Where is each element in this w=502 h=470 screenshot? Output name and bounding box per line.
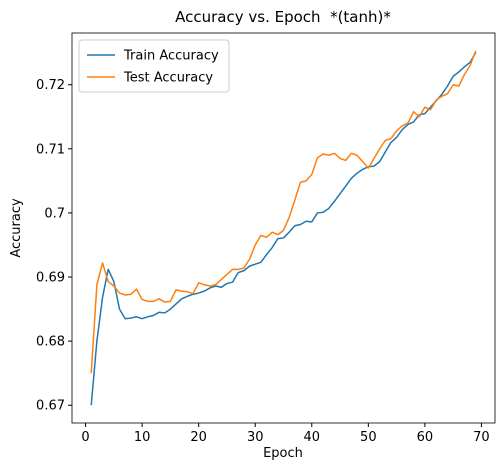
x-tick-label: 20 xyxy=(190,430,207,445)
plot-frame xyxy=(71,32,496,424)
x-tick-label: 30 xyxy=(247,430,264,445)
line-series xyxy=(90,52,477,406)
x-tick-label: 0 xyxy=(81,430,89,445)
x-tick-label: 10 xyxy=(134,430,151,445)
y-tick-label: 0.7 xyxy=(44,206,65,221)
x-axis-label: Epoch xyxy=(263,446,303,461)
x-tick-label: 40 xyxy=(304,430,321,445)
y-tick-label: 0.69 xyxy=(36,271,65,286)
chart-title: Accuracy vs. Epoch *(tanh)* xyxy=(175,8,391,26)
legend-box xyxy=(78,39,230,93)
y-tick-label: 0.67 xyxy=(36,399,65,414)
line-series xyxy=(90,50,477,374)
y-tick-label: 0.71 xyxy=(36,142,65,157)
x-tick-label: 60 xyxy=(417,430,434,445)
legend-label: Test Accuracy xyxy=(123,71,213,86)
y-tick-label: 0.72 xyxy=(36,78,65,93)
x-tick-label: 50 xyxy=(360,430,377,445)
x-tick-label: 70 xyxy=(473,430,490,445)
legend-label: Train Accuracy xyxy=(123,49,219,64)
y-axis-label: Accuracy xyxy=(9,198,24,258)
y-tick-label: 0.68 xyxy=(36,335,65,350)
